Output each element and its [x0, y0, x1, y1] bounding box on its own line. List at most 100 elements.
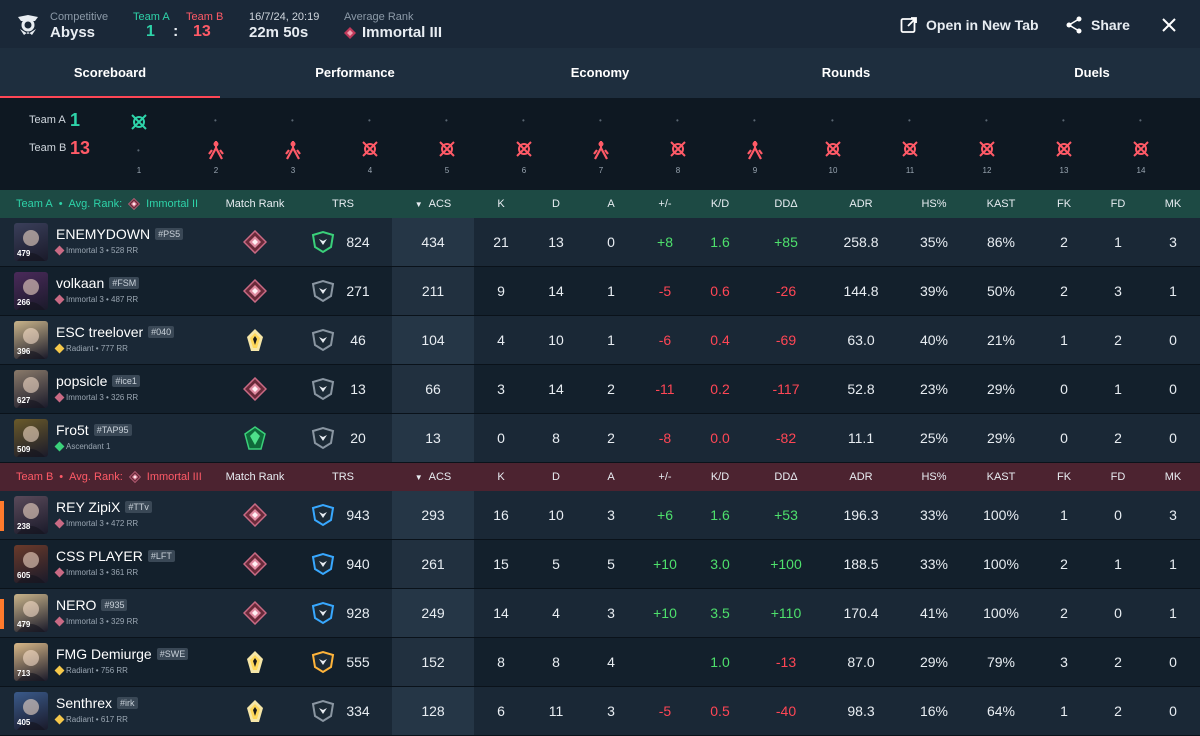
round-13-elimination-icon[interactable]	[1055, 140, 1073, 163]
stat-hs: 33%	[919, 556, 949, 572]
column-header-fk[interactable]: FK	[1056, 471, 1072, 483]
player-row[interactable]: 405 Senthrex #irk Radiant • 617 RR 334 128 6 11…	[0, 687, 1200, 736]
tab-economy[interactable]: Economy	[570, 65, 630, 80]
column-header-hs[interactable]: HS%	[921, 471, 947, 483]
column-header-kd[interactable]: K/D	[710, 471, 730, 483]
column-header-kd[interactable]: K/D	[710, 198, 730, 210]
column-header-adr[interactable]: ADR	[849, 471, 873, 483]
share-button[interactable]: Share	[1065, 16, 1130, 34]
tab-rounds[interactable]: Rounds	[821, 65, 871, 80]
agent-avatar[interactable]	[14, 692, 48, 730]
column-header-k[interactable]: K	[497, 471, 505, 483]
column-header-pm[interactable]: +/-	[658, 471, 672, 483]
trs-value: 928	[346, 605, 370, 621]
column-header-trs[interactable]: TRS	[332, 198, 354, 210]
player-name-link[interactable]: ENEMYDOWN #PS5	[56, 226, 184, 242]
column-header-trs[interactable]: TRS	[332, 471, 354, 483]
round-14-elimination-icon[interactable]	[1132, 140, 1150, 163]
column-header-a[interactable]: A	[607, 198, 615, 210]
column-header-dd[interactable]: DDΔ	[774, 471, 798, 483]
column-header-pm[interactable]: +/-	[658, 198, 672, 210]
tab-duels[interactable]: Duels	[1074, 65, 1110, 80]
trs-value: 824	[346, 234, 370, 250]
stat-fk: 1	[1060, 507, 1068, 523]
column-header-mk[interactable]: MK	[1164, 471, 1182, 483]
player-row[interactable]: 713 FMG Demiurge #SWE Radiant • 756 RR 555 15…	[0, 638, 1200, 687]
column-header-fk[interactable]: FK	[1056, 198, 1072, 210]
player-name-link[interactable]: FMG Demiurge #SWE	[56, 646, 189, 662]
round-number: 9	[752, 166, 758, 175]
column-header-mr[interactable]: Match Rank	[225, 471, 285, 483]
tab-performance[interactable]: Performance	[315, 65, 395, 80]
player-row[interactable]: 627 popsicle #ice1 Immortal 3 • 326 RR 13 66 3…	[0, 365, 1200, 414]
round-4-elimination-icon[interactable]	[361, 140, 379, 163]
column-header-fd[interactable]: FD	[1110, 471, 1126, 483]
column-header-mk[interactable]: MK	[1164, 198, 1182, 210]
round-5-elimination-icon[interactable]	[438, 140, 456, 163]
agent-avatar[interactable]	[14, 643, 48, 681]
column-header-a[interactable]: A	[607, 471, 615, 483]
stat-a: 3	[607, 605, 615, 621]
round-7-defuse-icon[interactable]	[592, 140, 610, 165]
round-6-elimination-icon[interactable]	[515, 140, 533, 163]
player-name-link[interactable]: volkaan #FSM	[56, 275, 140, 291]
round-3-defuse-icon[interactable]	[284, 140, 302, 165]
stat-d: 10	[548, 332, 564, 348]
round-1-elimination-icon[interactable]	[130, 113, 148, 136]
stat-acs: 261	[421, 556, 445, 572]
agent-avatar[interactable]	[14, 545, 48, 583]
column-header-k[interactable]: K	[497, 198, 505, 210]
column-header-acs[interactable]: ▼ ACS	[403, 463, 463, 491]
stat-d: 4	[552, 605, 560, 621]
close-icon[interactable]	[1162, 18, 1176, 32]
round-12-elimination-icon[interactable]	[978, 140, 996, 163]
column-header-fd[interactable]: FD	[1110, 198, 1126, 210]
column-header-kast[interactable]: KAST	[986, 471, 1016, 483]
agent-avatar[interactable]	[14, 370, 48, 408]
player-name-link[interactable]: CSS PLAYER #LFT	[56, 548, 175, 564]
round-10-elimination-icon[interactable]	[824, 140, 842, 163]
agent-avatar[interactable]	[14, 594, 48, 632]
player-row[interactable]: 238 REY ZipiX #TTv Immortal 3 • 472 RR 943 29…	[0, 491, 1200, 540]
round-8-elimination-icon[interactable]	[669, 140, 687, 163]
open-new-tab-button[interactable]: Open in New Tab	[900, 16, 1039, 34]
agent-avatar[interactable]	[14, 496, 48, 534]
player-name-link[interactable]: Senthrex #irk	[56, 695, 138, 711]
column-header-d[interactable]: D	[552, 198, 560, 210]
stat-adr: 87.0	[847, 654, 875, 670]
player-row[interactable]: 266 volkaan #FSM Immortal 3 • 487 RR 271 211 9…	[0, 267, 1200, 316]
agent-avatar[interactable]	[14, 321, 48, 359]
player-row[interactable]: 605 CSS PLAYER #LFT Immortal 3 • 361 RR 940 2…	[0, 540, 1200, 589]
round-11-elimination-icon[interactable]	[901, 140, 919, 163]
player-row[interactable]: 396 ESC treelover #040 Radiant • 777 RR 46 10…	[0, 316, 1200, 365]
player-name-link[interactable]: ESC treelover #040	[56, 324, 175, 340]
player-name-link[interactable]: NERO #935	[56, 597, 128, 613]
round-2-defuse-icon[interactable]	[207, 140, 225, 165]
player-name-link[interactable]: Fro5t #TAP95	[56, 422, 132, 438]
round-9-defuse-icon[interactable]	[746, 140, 764, 165]
column-header-hs[interactable]: HS%	[921, 198, 947, 210]
column-header-kast[interactable]: KAST	[986, 198, 1016, 210]
stat-a: 0	[607, 234, 615, 250]
column-header-d[interactable]: D	[552, 471, 560, 483]
player-name-link[interactable]: popsicle #ice1	[56, 373, 140, 389]
agent-avatar[interactable]	[14, 223, 48, 261]
column-header-dd[interactable]: DDΔ	[774, 198, 798, 210]
agent-avatar[interactable]	[14, 419, 48, 457]
player-current-rank: Radiant • 756 RR	[54, 665, 128, 676]
game-mode: Competitive	[50, 11, 109, 23]
column-header-mr[interactable]: Match Rank	[225, 198, 285, 210]
stat-fd: 0	[1114, 507, 1122, 523]
player-row[interactable]: 479 ENEMYDOWN #PS5 Immortal 3 • 528 RR 824 43…	[0, 218, 1200, 267]
player-row[interactable]: 479 NERO #935 Immortal 3 • 329 RR 928 249 14 4 3…	[0, 589, 1200, 638]
tab-scoreboard[interactable]: Scoreboard	[0, 48, 220, 98]
player-current-rank: Immortal 3 • 472 RR	[54, 518, 138, 529]
stat-kd: 0.6	[710, 283, 730, 299]
column-header-adr[interactable]: ADR	[849, 198, 873, 210]
player-name-link[interactable]: REY ZipiX #TTv	[56, 499, 152, 515]
stat-kast: 100%	[983, 605, 1019, 621]
match-rank-cell	[235, 638, 275, 686]
agent-avatar[interactable]	[14, 272, 48, 310]
player-row[interactable]: 509 Fro5t #TAP95 Ascendant 1 20 13 0 8 2 -8 0.0 -82…	[0, 414, 1200, 463]
column-header-acs[interactable]: ▼ ACS	[403, 190, 463, 218]
